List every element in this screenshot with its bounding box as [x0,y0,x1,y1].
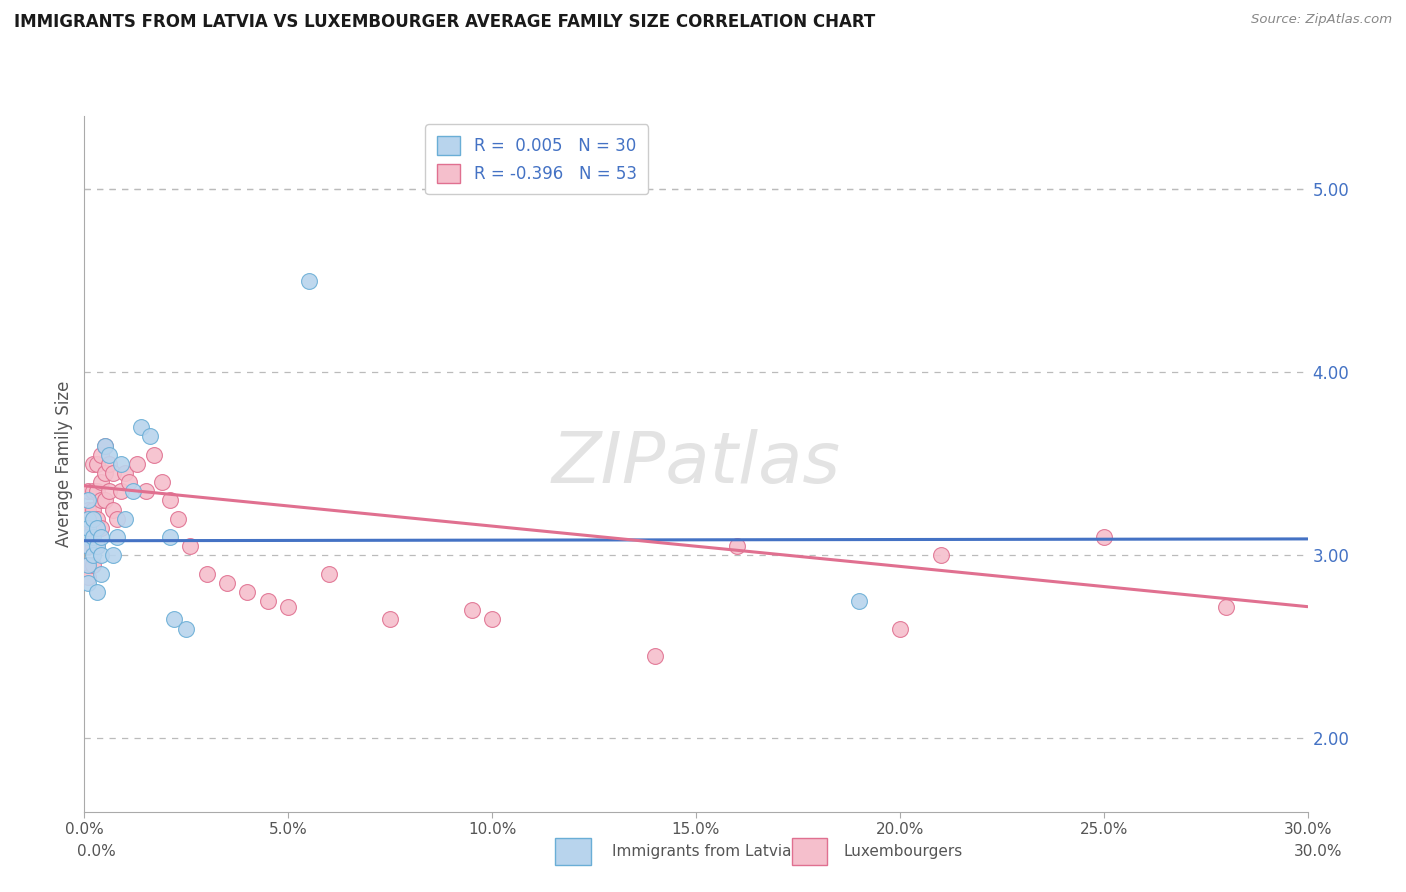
Point [82,502,104,516]
Point [77,493,100,508]
Point [159,493,181,508]
Point [77,539,100,553]
Point [93,466,117,480]
Point [90,549,112,563]
Point [86,539,108,553]
Point [179,539,201,553]
Point [77,558,100,572]
Point [93,438,117,452]
Point [90,475,112,490]
Text: 30.0%: 30.0% [1295,845,1343,859]
Point [236,585,259,599]
Point [77,521,100,535]
Point [110,484,132,499]
Point [90,493,112,508]
Point [176,622,198,636]
Point [163,612,186,626]
Point [86,585,108,599]
Point [298,274,321,288]
Point [90,521,112,535]
Point [150,475,173,490]
Point [481,612,503,626]
Point [77,575,100,590]
Point [725,539,748,553]
Point [114,466,136,480]
Point [82,549,104,563]
Point [461,603,484,617]
Point [77,570,100,584]
Point [848,594,870,608]
Point [86,539,108,553]
Point [380,612,402,626]
Point [118,475,141,490]
Point [1092,530,1115,544]
Point [105,512,128,526]
Point [105,530,128,544]
Point [195,566,218,581]
Point [889,622,911,636]
Point [77,558,100,572]
Point [257,594,280,608]
Point [90,530,112,544]
Text: Source: ZipAtlas.com: Source: ZipAtlas.com [1251,13,1392,27]
Point [138,429,160,443]
Point [82,530,104,544]
Text: Immigrants from Latvia: Immigrants from Latvia [612,845,792,859]
Point [127,457,149,471]
Point [159,530,181,544]
Point [929,549,952,563]
Y-axis label: Average Family Size: Average Family Size [55,381,73,547]
Point [101,466,124,480]
Point [90,566,112,581]
Point [110,457,132,471]
Point [86,484,108,499]
Point [97,457,120,471]
Point [90,448,112,462]
Point [82,484,104,499]
Text: IMMIGRANTS FROM LATVIA VS LUXEMBOURGER AVERAGE FAMILY SIZE CORRELATION CHART: IMMIGRANTS FROM LATVIA VS LUXEMBOURGER A… [14,13,876,31]
Point [217,575,239,590]
Point [93,438,117,452]
Point [97,484,120,499]
Point [167,512,190,526]
Point [93,493,117,508]
Point [122,484,145,499]
Point [1215,599,1237,614]
Point [135,484,157,499]
Point [77,502,100,516]
Point [86,512,108,526]
Point [77,521,100,535]
Point [131,420,153,434]
Text: 0.0%: 0.0% [77,845,117,859]
Point [318,566,340,581]
Point [77,512,100,526]
Point [86,457,108,471]
Point [86,521,108,535]
Point [82,512,104,526]
Point [97,448,120,462]
Legend: R =  0.005   N = 30, R = -0.396   N = 53: R = 0.005 N = 30, R = -0.396 N = 53 [426,124,648,194]
Point [82,558,104,572]
Point [101,549,124,563]
Point [82,539,104,553]
Point [82,457,104,471]
Point [142,448,165,462]
Point [77,530,100,544]
Point [77,539,100,553]
Point [77,484,100,499]
Point [101,502,124,516]
Text: ZIPatlas: ZIPatlas [551,429,841,499]
Point [82,521,104,535]
Point [114,512,136,526]
Point [644,649,666,664]
Point [277,599,299,614]
Text: Luxembourgers: Luxembourgers [844,845,963,859]
